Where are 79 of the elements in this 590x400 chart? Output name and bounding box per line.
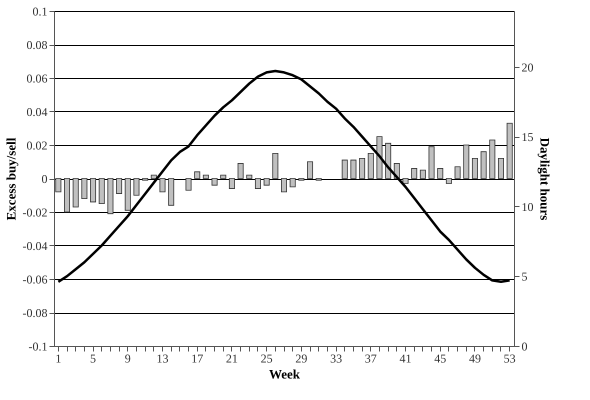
y2-tick-label: 15 [522,130,534,144]
bar [254,178,261,189]
y-tick-label: 0.04 [26,105,48,119]
bar [498,158,504,179]
x-tick-label: 45 [434,352,446,366]
bar [81,178,88,199]
bar [150,174,157,179]
bar [98,178,105,204]
bar [402,178,409,184]
x-tick-label: 53 [504,352,516,366]
bar [489,140,496,179]
y-tick-label: 0 [42,172,48,186]
y-tick-label: -0.04 [22,239,48,253]
bar [307,161,314,179]
bar [280,178,288,192]
bar [350,160,356,179]
x-tick-label: 49 [468,352,481,366]
line-series [57,70,511,284]
bar [359,158,366,179]
bar [411,168,418,179]
bar [428,146,435,179]
bar [220,174,226,179]
bar [446,178,452,184]
y-tick-label: 0.02 [26,138,48,152]
bar [72,178,79,208]
bar [107,178,114,214]
x-tick-label: 25 [260,352,273,366]
bar [238,163,244,179]
x-tick-label: 29 [295,352,308,366]
bar [168,178,174,206]
bar [368,152,374,179]
x-tick-label: 33 [330,352,342,366]
bar [272,152,278,179]
y-tick-label: 0.06 [26,72,48,86]
x-tick-label: 5 [90,352,96,366]
bar [454,166,461,179]
bar [202,174,209,179]
y-tick-label: 0.08 [26,38,48,52]
bar [264,178,270,186]
bar [463,144,470,179]
y-tick-label: 0.1 [32,4,48,18]
x-axis-title: Week [268,366,301,382]
bar [90,178,96,202]
y2-tick-label: 20 [522,60,534,74]
bar [159,178,166,192]
y2-tick-label: 0 [522,340,528,354]
bar [64,178,70,212]
x-tick-label: 1 [55,352,62,366]
x-tick-label: 41 [400,352,412,366]
x-tick-label: 13 [156,352,168,366]
bar [133,178,140,196]
y-tick-label: -0.08 [22,306,48,320]
bar [472,158,478,179]
bar [186,178,192,191]
x-tick-label: 9 [124,352,131,366]
bar [116,178,122,194]
bar [376,136,382,179]
y-axis-title: Excess buy/sell [4,137,19,220]
y2-tick-label: 10 [522,200,534,214]
x-tick-label: 17 [191,352,204,366]
bar [212,178,218,186]
bar [437,168,444,179]
y-tick-label: -0.06 [22,272,48,286]
bar [124,178,131,211]
bar [246,174,252,179]
bar [342,160,348,179]
bar [506,122,513,179]
bar [480,151,487,179]
bar [55,178,62,192]
x-tick-label: 21 [226,352,238,366]
bar [228,178,235,189]
y-tick-label: -0.1 [28,340,48,354]
bar [194,171,200,179]
bar [290,178,296,188]
y2-axis-title: Daylight hours [538,138,552,220]
y2-tick-label: 5 [522,270,528,284]
y-tick-label: -0.02 [22,206,48,220]
x-tick-label: 37 [364,352,377,366]
bar [420,170,426,179]
